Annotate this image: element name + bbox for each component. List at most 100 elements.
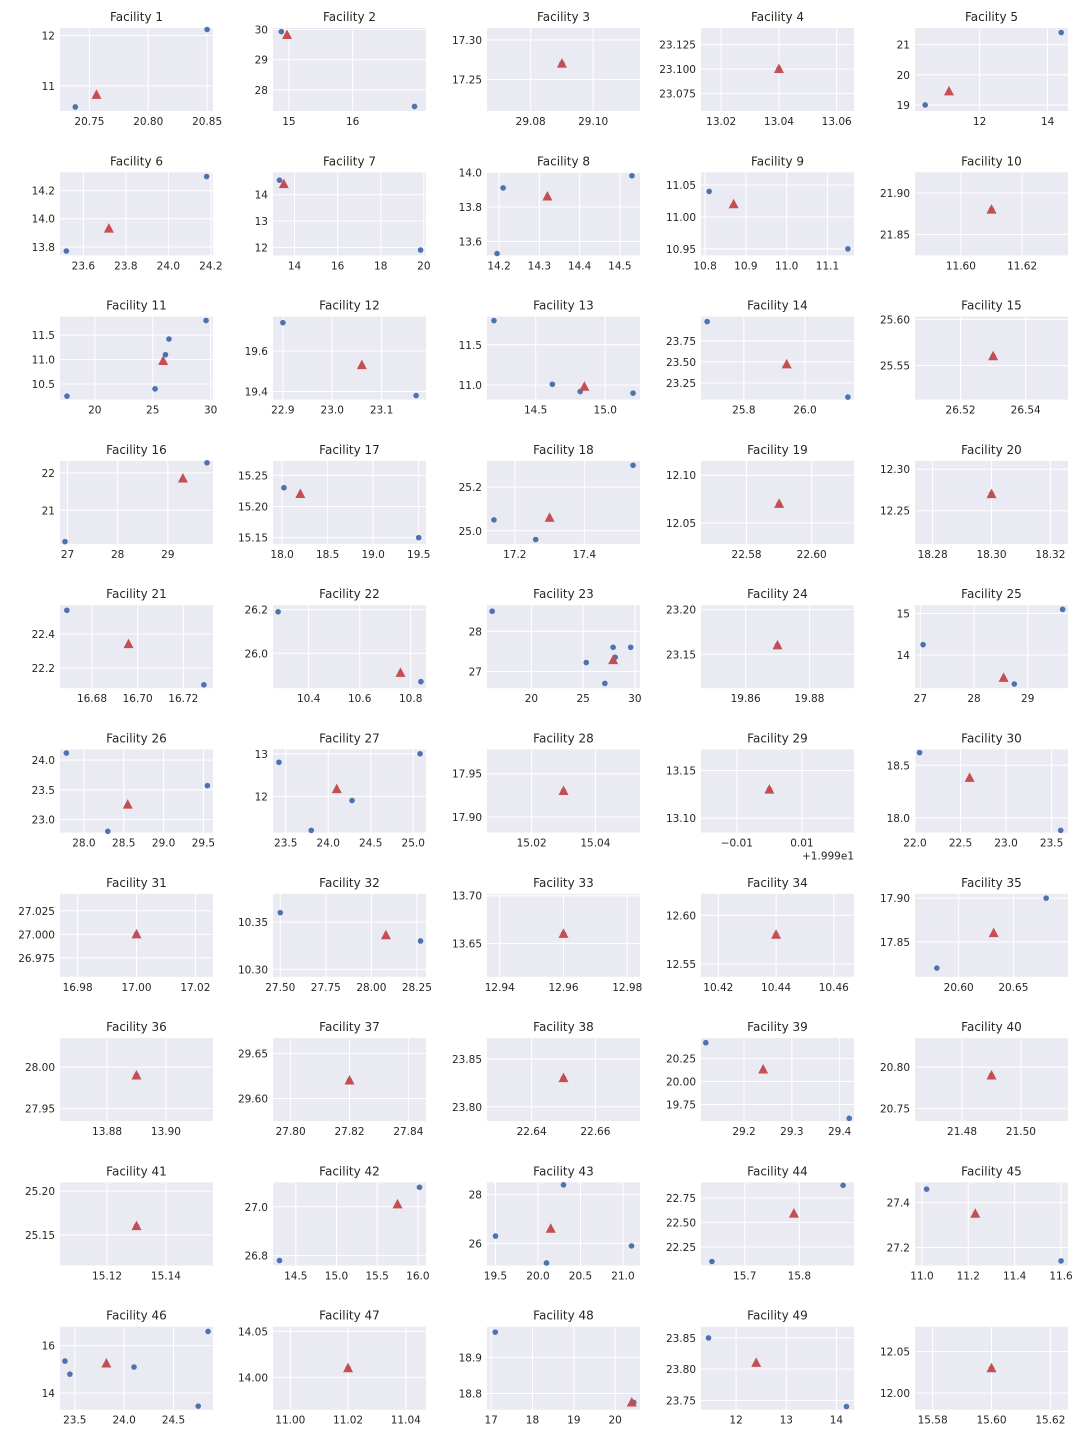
x-tick-label: 29.4 [828,1126,852,1138]
y-tick-label: 23.75 [666,1395,696,1407]
subplot-title: Facility 2 [323,10,376,24]
x-tick-label: 20.0 [526,1270,549,1282]
facility-subplot: 20.75 20.80 20.85 11 12 Facility 1 [42,10,223,128]
x-tick-label: 10.8 [399,693,422,705]
y-tick-label: 11 [42,81,55,93]
x-tick-label: 15.02 [517,838,547,850]
data-point [278,28,285,35]
x-tick-label: 20.60 [944,982,974,994]
facility-subplot: 17.2 17.4 25.0 25.2 Facility 18 [459,443,640,561]
data-point [281,484,287,491]
x-tick-label: 21.48 [947,1126,977,1138]
y-tick-label: 11.05 [666,180,696,192]
plot-area [701,749,854,833]
centroid-marker [986,1362,997,1373]
subplot-title: Facility 12 [319,299,380,313]
data-point [1059,606,1066,613]
y-tick-label: 26 [469,1238,483,1250]
plot-area [60,1038,213,1122]
centroid-marker [728,198,739,209]
subplot-title: Facility 40 [961,1020,1022,1034]
y-tick-label: 25.2 [459,482,482,494]
y-tick-label: 28 [469,1190,482,1202]
facility-subplot: 12 13 14 23.75 23.80 23.85 Facility 49 [666,1309,854,1427]
y-tick-label: 13.10 [666,813,696,825]
x-tick-label: 16 [346,116,360,128]
y-tick-label: 16 [42,1341,56,1353]
x-tick-label: 24.2 [199,260,222,272]
subplot-title: Facility 47 [319,1309,380,1323]
centroid-marker [558,1072,569,1083]
data-point [840,1182,846,1189]
centroid-marker [343,1362,354,1373]
y-tick-label: 17.85 [880,937,910,949]
centroid-marker [970,1208,981,1218]
subplot-title: Facility 44 [747,1164,808,1178]
x-tick-label: 20 [609,1415,622,1427]
y-tick-label: 11.5 [459,340,482,352]
x-tick-label: 18 [526,1415,539,1427]
centroid-marker [771,929,782,939]
y-tick-label: 26.0 [245,648,268,660]
y-tick-label: 23.85 [452,1054,482,1066]
y-tick-label: 23.85 [666,1333,696,1345]
data-point [280,319,286,326]
x-tick-label: 26.52 [946,405,976,417]
x-tick-label: 15.0 [594,405,617,417]
data-point [583,659,590,666]
y-tick-label: 23.075 [659,88,696,100]
y-tick-label: 13.70 [452,891,482,903]
data-point [62,538,68,545]
x-tick-label: 16.68 [77,693,107,705]
data-point [275,608,281,615]
x-tick-label: 26.54 [1011,405,1041,417]
subplot-title: Facility 37 [319,1020,380,1034]
x-tick-label: 20.5 [569,1270,592,1282]
x-tick-label: 19.0 [361,549,384,561]
x-tick-label: 23.5 [63,1415,86,1427]
plot-area [60,28,213,111]
y-tick-label: 19.4 [245,387,269,399]
x-tick-label: 11.00 [275,1415,305,1427]
x-tick-label: 29.0 [152,838,175,850]
centroid-marker [986,488,997,499]
x-tick-label: −0.01 [721,838,753,850]
data-point [702,1039,709,1046]
y-tick-label: 26.975 [18,953,55,965]
data-point [843,1403,850,1410]
y-tick-label: 17.90 [452,812,482,824]
y-tick-label: 12 [42,31,55,43]
subplot-title: Facility 30 [961,732,1022,746]
facility-subplot: 11.0 11.2 11.4 11.6 27.2 27.4 Facility 45 [887,1164,1073,1282]
plot-area [701,1326,854,1410]
data-point [916,749,923,756]
x-tick-label: 15.12 [92,1270,122,1282]
facility-subplot: 27.50 27.75 28.00 28.25 10.30 10.35 Facility 3… [238,876,432,994]
x-tick-label: 16.0 [406,1270,429,1282]
y-tick-label: 23.50 [666,357,696,369]
centroid-marker [988,927,999,938]
subplot-title: Facility 38 [533,1020,594,1034]
data-point [64,393,70,399]
data-point [204,782,211,789]
y-tick-label: 23.125 [659,40,696,52]
data-point [417,247,424,253]
plot-area [701,1182,854,1266]
y-tick-label: 22.2 [32,663,55,675]
x-tick-label: 23.5 [274,838,297,850]
x-tick-label: 14.3 [528,260,551,272]
subplot-title: Facility 49 [747,1309,808,1323]
data-point [922,102,928,108]
x-tick-label: 27.80 [276,1126,306,1138]
y-tick-label: 22.50 [666,1217,696,1229]
data-point [705,1335,712,1341]
plot-area [915,1182,1068,1266]
x-tick-label: 10.9 [734,260,757,272]
plot-area [487,460,640,544]
data-point [845,394,851,400]
plot-area [273,1182,426,1266]
subplot-title: Facility 21 [106,587,167,601]
subplot-title: Facility 18 [533,443,594,457]
subplot-title: Facility 23 [533,587,594,601]
y-tick-label: 27.95 [25,1104,55,1116]
